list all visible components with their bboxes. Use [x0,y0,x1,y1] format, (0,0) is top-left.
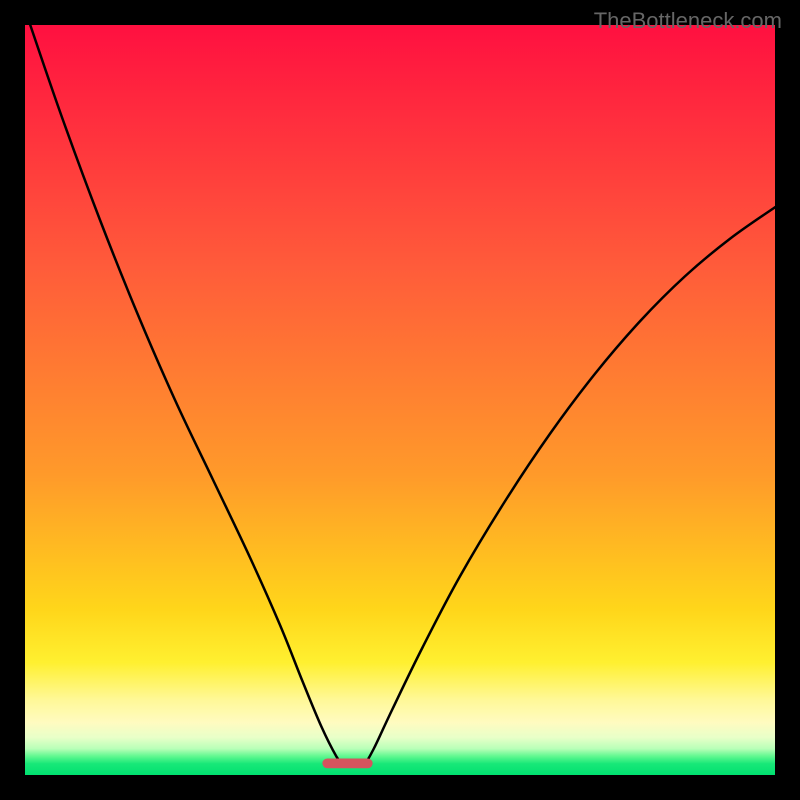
figure-canvas: TheBottleneck.com [0,0,800,800]
plot-background [25,25,775,775]
watermark-text: TheBottleneck.com [594,8,782,34]
bottleneck-chart [0,0,800,800]
optimal-marker [322,759,372,769]
